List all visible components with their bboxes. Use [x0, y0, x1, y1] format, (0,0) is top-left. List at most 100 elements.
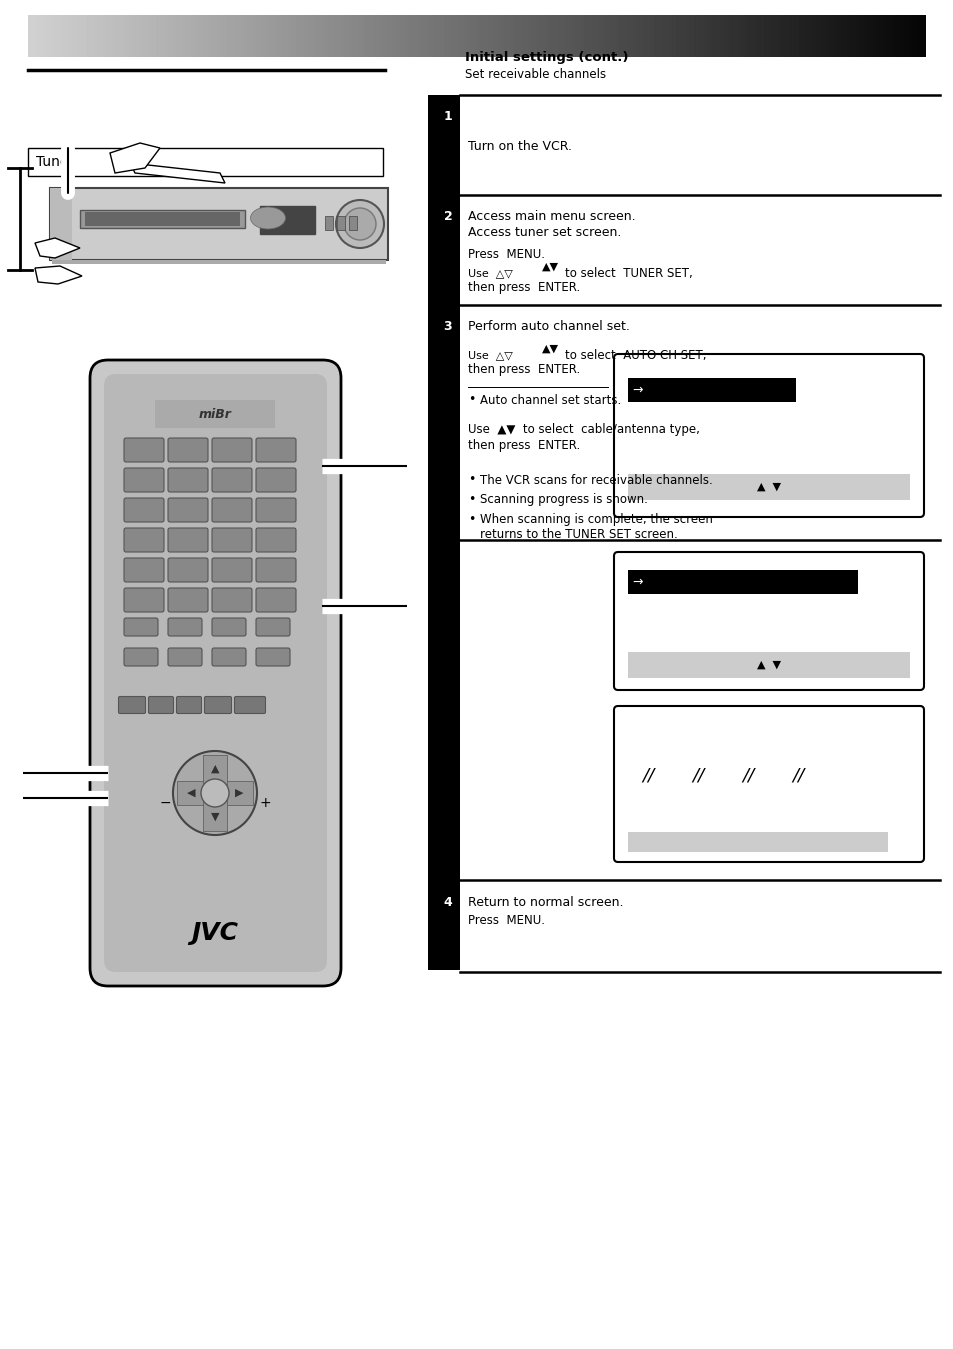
- Polygon shape: [35, 237, 80, 258]
- Text: Use  △▽: Use △▽: [468, 268, 512, 278]
- Bar: [50, 188, 71, 260]
- FancyBboxPatch shape: [168, 558, 208, 581]
- Text: Scanning progress is shown.: Scanning progress is shown.: [479, 494, 647, 506]
- Bar: [80, 210, 245, 228]
- Circle shape: [436, 107, 458, 128]
- FancyBboxPatch shape: [149, 696, 173, 714]
- FancyBboxPatch shape: [255, 498, 295, 522]
- FancyBboxPatch shape: [212, 618, 246, 635]
- Text: //: //: [641, 766, 654, 784]
- Text: to select  TUNER SET,: to select TUNER SET,: [564, 267, 692, 279]
- Text: When scanning is complete, the screen: When scanning is complete, the screen: [479, 514, 712, 526]
- FancyBboxPatch shape: [104, 374, 327, 973]
- Bar: [336, 216, 345, 229]
- Text: The VCR scans for receivable channels.: The VCR scans for receivable channels.: [479, 473, 712, 487]
- Text: ▲▼: ▲▼: [541, 344, 558, 353]
- FancyBboxPatch shape: [255, 438, 295, 461]
- Text: Set receivable channels: Set receivable channels: [464, 67, 605, 81]
- Polygon shape: [110, 143, 160, 173]
- FancyBboxPatch shape: [168, 648, 202, 666]
- Text: •: •: [468, 494, 475, 506]
- FancyBboxPatch shape: [124, 558, 164, 581]
- Polygon shape: [130, 163, 225, 183]
- FancyBboxPatch shape: [124, 498, 164, 522]
- Text: Access tuner set screen.: Access tuner set screen.: [468, 227, 620, 240]
- Text: miBr: miBr: [198, 407, 232, 421]
- Text: Tuner: Tuner: [36, 155, 74, 169]
- Bar: [627, 473, 909, 500]
- Circle shape: [436, 890, 458, 913]
- Text: +: +: [259, 796, 271, 809]
- FancyBboxPatch shape: [212, 438, 252, 461]
- FancyBboxPatch shape: [168, 618, 202, 635]
- FancyBboxPatch shape: [168, 527, 208, 552]
- Text: 2: 2: [443, 210, 452, 224]
- FancyBboxPatch shape: [168, 498, 208, 522]
- Text: Turn on the VCR.: Turn on the VCR.: [468, 140, 572, 154]
- Bar: [203, 755, 227, 831]
- Text: Use  ▲▼  to select  cable/antenna type,: Use ▲▼ to select cable/antenna type,: [468, 424, 700, 437]
- Text: ▲: ▲: [211, 764, 219, 774]
- Bar: [627, 832, 887, 853]
- FancyBboxPatch shape: [255, 558, 295, 581]
- Bar: [627, 571, 857, 594]
- FancyBboxPatch shape: [90, 360, 340, 986]
- Text: Perform auto channel set.: Perform auto channel set.: [468, 321, 629, 333]
- Text: returns to the TUNER SET screen.: returns to the TUNER SET screen.: [479, 529, 677, 541]
- FancyBboxPatch shape: [234, 696, 265, 714]
- Text: Access main menu screen.: Access main menu screen.: [468, 210, 635, 224]
- Text: then press  ENTER.: then press ENTER.: [468, 282, 579, 294]
- FancyBboxPatch shape: [212, 648, 246, 666]
- FancyBboxPatch shape: [168, 438, 208, 461]
- Text: ◀: ◀: [187, 788, 195, 799]
- Text: ▲  ▼: ▲ ▼: [757, 482, 781, 492]
- FancyBboxPatch shape: [255, 648, 290, 666]
- FancyBboxPatch shape: [124, 438, 164, 461]
- Text: ▲▼: ▲▼: [541, 262, 558, 272]
- Bar: [325, 216, 333, 229]
- FancyBboxPatch shape: [212, 527, 252, 552]
- Text: //: //: [691, 766, 703, 784]
- Text: Use  △▽: Use △▽: [468, 349, 512, 360]
- FancyBboxPatch shape: [212, 498, 252, 522]
- Text: →: →: [631, 576, 641, 588]
- Text: Initial settings (cont.): Initial settings (cont.): [464, 50, 628, 63]
- Text: to select  AUTO CH SET,: to select AUTO CH SET,: [564, 348, 706, 362]
- Bar: [428, 94, 459, 970]
- Text: Auto channel set starts.: Auto channel set starts.: [479, 394, 620, 406]
- Ellipse shape: [251, 206, 285, 229]
- FancyBboxPatch shape: [118, 696, 146, 714]
- Text: •: •: [468, 394, 475, 406]
- Circle shape: [172, 751, 256, 835]
- FancyBboxPatch shape: [124, 618, 158, 635]
- Bar: [627, 652, 909, 679]
- FancyBboxPatch shape: [255, 588, 295, 612]
- FancyBboxPatch shape: [212, 588, 252, 612]
- Circle shape: [201, 778, 229, 807]
- FancyBboxPatch shape: [168, 468, 208, 492]
- Text: Press  MENU.: Press MENU.: [468, 248, 544, 262]
- Bar: [627, 378, 795, 402]
- Text: //: //: [741, 766, 753, 784]
- FancyBboxPatch shape: [255, 468, 295, 492]
- Polygon shape: [35, 266, 82, 285]
- Text: −: −: [159, 796, 171, 809]
- Text: //: //: [791, 766, 803, 784]
- Bar: [349, 216, 356, 229]
- Text: Return to normal screen.: Return to normal screen.: [468, 896, 623, 908]
- Text: JVC: JVC: [192, 921, 238, 946]
- FancyBboxPatch shape: [212, 468, 252, 492]
- FancyBboxPatch shape: [614, 706, 923, 862]
- Text: ▼: ▼: [211, 812, 219, 822]
- Text: then press  ENTER.: then press ENTER.: [468, 438, 579, 452]
- Circle shape: [335, 200, 384, 248]
- FancyBboxPatch shape: [124, 648, 158, 666]
- Circle shape: [436, 316, 458, 339]
- Bar: [28, 148, 382, 175]
- FancyBboxPatch shape: [176, 696, 201, 714]
- Text: 4: 4: [443, 896, 452, 908]
- Circle shape: [344, 208, 375, 240]
- FancyBboxPatch shape: [212, 558, 252, 581]
- Text: •: •: [468, 473, 475, 487]
- Circle shape: [436, 206, 458, 228]
